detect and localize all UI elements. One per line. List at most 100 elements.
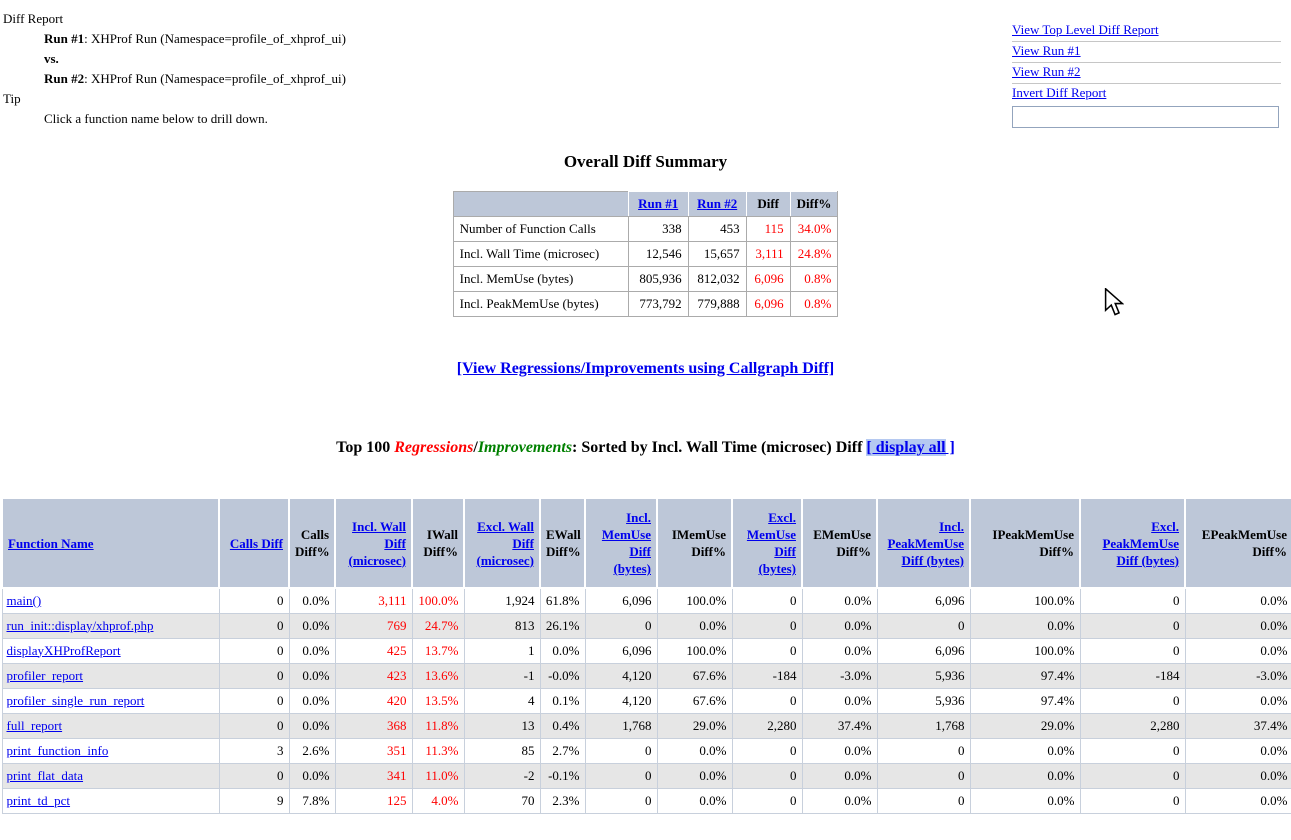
- col-header-calls-diff: Calls Diff: [218, 497, 290, 589]
- metric-cell: 100.0%: [969, 637, 1081, 664]
- vs-line: vs.: [44, 49, 1291, 69]
- metric-cell: 4,120: [584, 662, 658, 689]
- metric-cell: 3: [218, 737, 290, 764]
- title-regressions: Regressions: [394, 439, 474, 456]
- summary-value-diff_pct: 24.8%: [789, 241, 839, 267]
- calls-diff-sort-link[interactable]: Calls Diff: [229, 535, 283, 551]
- function-name-cell: profiler_single_run_report: [1, 687, 220, 714]
- function-link-displayxhprofreport[interactable]: displayXHProfReport: [6, 642, 121, 658]
- function-link-main[interactable]: main(): [6, 592, 42, 608]
- function-link-print-flat-data[interactable]: print_flat_data: [6, 767, 84, 783]
- display-all-tail: ]: [945, 439, 955, 456]
- run1-label: Run #1: [44, 31, 85, 46]
- metric-cell: 0.0%: [969, 612, 1081, 639]
- col-header-excl-peakmemuse-diff-bytes: Excl. PeakMemUse Diff (bytes): [1079, 497, 1186, 589]
- metric-cell: 1,768: [876, 712, 971, 739]
- metric-cell: 0.0%: [801, 762, 878, 789]
- metric-cell: 37.4%: [1184, 712, 1291, 739]
- excl-memuse-diff-bytes-sort-link[interactable]: Excl. MemUse Diff (bytes): [746, 510, 796, 576]
- function-link-profiler-single-run-report[interactable]: profiler_single_run_report: [6, 692, 145, 708]
- metric-cell: 2,280: [731, 712, 803, 739]
- excl-wall-diff-microsec-sort-link[interactable]: Excl. Wall Diff (microsec): [476, 518, 534, 568]
- summary-col-empty: [452, 191, 629, 217]
- metric-cell: 13.6%: [411, 662, 465, 689]
- metric-cell: 0: [218, 637, 290, 664]
- summary-metric-label: Incl. Wall Time (microsec): [452, 241, 629, 267]
- function-name-cell: print_function_info: [1, 737, 220, 764]
- summary-col-diff: Diff: [745, 191, 791, 217]
- summary-metric-label: Incl. MemUse (bytes): [452, 266, 629, 292]
- summary-value-run2: 779,888: [687, 291, 747, 317]
- view-run-1-link[interactable]: View Run #1: [1012, 43, 1081, 58]
- metric-cell: 100.0%: [656, 587, 733, 614]
- metric-cell: 97.4%: [969, 687, 1081, 714]
- metric-cell: 7.8%: [288, 787, 336, 814]
- function-link-run-init-display-xhprof-php[interactable]: run_init::display/xhprof.php: [6, 617, 154, 633]
- function-link-full-report[interactable]: full_report: [6, 717, 63, 733]
- function-row: print_flat_data 0 0.0% 341 11.0% -2 -0.1% 0 0.0%…: [1, 762, 1291, 789]
- metric-cell: 0: [218, 712, 290, 739]
- metric-cell: 100.0%: [656, 637, 733, 664]
- metric-cell: 13: [463, 712, 541, 739]
- display-all-link[interactable]: [ display all ]: [866, 439, 955, 456]
- metric-cell: 61.8%: [539, 587, 586, 614]
- metric-cell: 0.0%: [1184, 637, 1291, 664]
- metric-cell: 0.0%: [288, 762, 336, 789]
- metric-cell: 1,768: [584, 712, 658, 739]
- col-header-ipeakmemuse-diff: IPeakMemUse Diff%: [969, 497, 1081, 589]
- metric-cell: 4: [463, 687, 541, 714]
- metric-cell: 2.6%: [288, 737, 336, 764]
- function-row: print_function_info 3 2.6% 351 11.3% 85 2.7% 0 0…: [1, 737, 1291, 764]
- incl-memuse-diff-bytes-sort-link[interactable]: Incl. MemUse Diff (bytes): [601, 510, 651, 576]
- summary-value-run1: 12,546: [627, 241, 689, 267]
- view-run-2-link[interactable]: View Run #2: [1012, 64, 1081, 79]
- invert-diff-report-link[interactable]: Invert Diff Report: [1012, 85, 1107, 100]
- col-header-incl-wall-diff-microsec: Incl. Wall Diff (microsec): [334, 497, 413, 589]
- callgraph-link-row: [View Regressions/Improvements using Cal…: [0, 360, 1291, 378]
- metric-cell: 0: [731, 612, 803, 639]
- callgraph-diff-link[interactable]: [View Regressions/Improvements using Cal…: [456, 360, 835, 377]
- metric-cell: 2,280: [1079, 712, 1186, 739]
- incl-wall-diff-microsec-sort-link[interactable]: Incl. Wall Diff (microsec): [348, 518, 406, 568]
- display-all-highlight: [ display all: [866, 439, 946, 456]
- metric-cell: 0: [218, 587, 290, 614]
- metric-cell: 425: [334, 637, 413, 664]
- function-diff-table: Function Name Calls Diff Calls Diff% Incl. …: [1, 497, 1291, 814]
- col-header-imemuse-diff: IMemUse Diff%: [656, 497, 733, 589]
- col-header-ememuse-diff: EMemUse Diff%: [801, 497, 878, 589]
- summary-table: Run #1 Run #2 Diff Diff% Number of Function…: [452, 191, 839, 317]
- metric-cell: 67.6%: [656, 662, 733, 689]
- excl-peakmemuse-diff-bytes-sort-link[interactable]: Excl. PeakMemUse Diff (bytes): [1102, 518, 1179, 568]
- summary-value-diff_pct: 0.8%: [789, 291, 839, 317]
- metric-cell: 0.0%: [288, 712, 336, 739]
- metric-cell: 0.0%: [656, 737, 733, 764]
- metric-cell: 0: [731, 687, 803, 714]
- metric-cell: 13.5%: [411, 687, 465, 714]
- metric-cell: 0.0%: [801, 787, 878, 814]
- run-id-input[interactable]: [1012, 106, 1279, 128]
- run-2-header-link[interactable]: Run #2: [697, 196, 738, 211]
- summary-metric-label: Number of Function Calls: [452, 216, 629, 242]
- metric-cell: -184: [1079, 662, 1186, 689]
- function-name-cell: print_td_pct: [1, 787, 220, 814]
- run1-text: : XHProf Run (Namespace=profile_of_xhpro…: [84, 31, 346, 46]
- summary-value-diff_pct: 0.8%: [789, 266, 839, 292]
- col-header-excl-memuse-diff-bytes: Excl. MemUse Diff (bytes): [731, 497, 803, 589]
- metric-cell: 125: [334, 787, 413, 814]
- metric-cell: 11.8%: [411, 712, 465, 739]
- tip-label: Tip: [3, 91, 21, 106]
- metric-cell: 0: [584, 787, 658, 814]
- view-top-level-diff-report-link[interactable]: View Top Level Diff Report: [1012, 22, 1159, 37]
- function-row: profiler_single_run_report 0 0.0% 420 13.5% 4…: [1, 687, 1291, 714]
- metric-cell: 0.0%: [288, 662, 336, 689]
- function-name-sort-link[interactable]: Function Name: [8, 535, 94, 551]
- function-link-profiler-report[interactable]: profiler_report: [6, 667, 84, 683]
- vs-label: vs.: [44, 51, 59, 66]
- function-link-print-td-pct[interactable]: print_td_pct: [6, 792, 71, 808]
- title-prefix: Top 100: [336, 439, 395, 456]
- metric-cell: 0: [876, 787, 971, 814]
- run-1-header-link[interactable]: Run #1: [638, 196, 679, 211]
- incl-peakmemuse-diff-bytes-sort-link[interactable]: Incl. PeakMemUse Diff (bytes): [887, 518, 964, 568]
- metric-cell: 24.7%: [411, 612, 465, 639]
- function-link-print-function-info[interactable]: print_function_info: [6, 742, 109, 758]
